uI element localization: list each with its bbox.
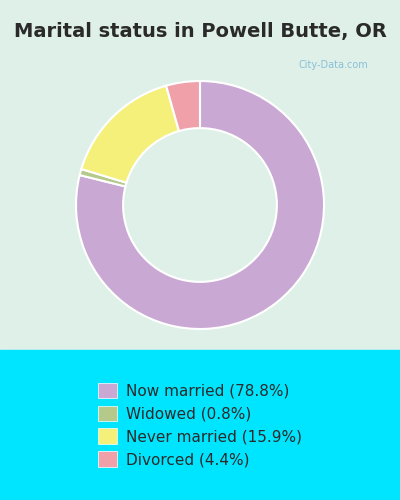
Wedge shape <box>166 81 200 131</box>
Legend: Now married (78.8%), Widowed (0.8%), Never married (15.9%), Divorced (4.4%): Now married (78.8%), Widowed (0.8%), Nev… <box>91 375 309 475</box>
Wedge shape <box>76 81 324 329</box>
Text: City-Data.com: City-Data.com <box>298 60 368 70</box>
Bar <box>0 350 400 500</box>
Wedge shape <box>80 169 126 186</box>
Wedge shape <box>81 86 179 182</box>
Bar <box>0 0 400 350</box>
Text: Marital status in Powell Butte, OR: Marital status in Powell Butte, OR <box>14 22 386 42</box>
